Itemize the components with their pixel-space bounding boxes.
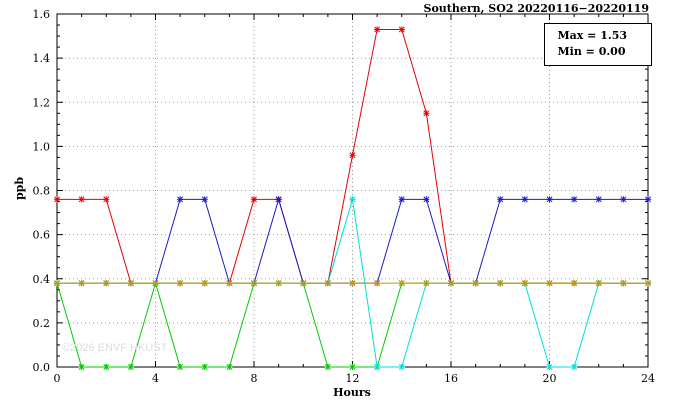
svg-text:8: 8 — [251, 372, 258, 385]
legend-min-value: Min = 0.00 — [557, 44, 626, 58]
svg-text:0.0: 0.0 — [33, 361, 51, 374]
svg-text:1.2: 1.2 — [33, 96, 51, 109]
chart-title: Southern, SO2 20220116−20220119 — [423, 2, 650, 15]
y-axis-label: ppb — [13, 176, 27, 201]
svg-text:0.8: 0.8 — [33, 185, 51, 198]
watermark: ©2026 ENVF HKUST — [62, 342, 168, 354]
svg-text:24: 24 — [641, 372, 655, 385]
svg-text:20: 20 — [543, 372, 557, 385]
svg-text:1.0: 1.0 — [33, 140, 51, 153]
legend-box: Max = 1.53 Min = 0.00 — [544, 23, 652, 66]
svg-text:0: 0 — [54, 372, 61, 385]
svg-text:0.2: 0.2 — [33, 317, 51, 330]
svg-text:1.6: 1.6 — [33, 8, 51, 21]
svg-text:4: 4 — [152, 372, 159, 385]
svg-text:12: 12 — [346, 372, 360, 385]
svg-text:0.4: 0.4 — [33, 273, 51, 286]
legend-max-value: Max = 1.53 — [557, 29, 627, 42]
x-axis-label: Hours — [333, 386, 371, 399]
svg-text:1.4: 1.4 — [33, 52, 51, 65]
svg-text:0.6: 0.6 — [33, 229, 51, 242]
svg-text:16: 16 — [444, 372, 458, 385]
